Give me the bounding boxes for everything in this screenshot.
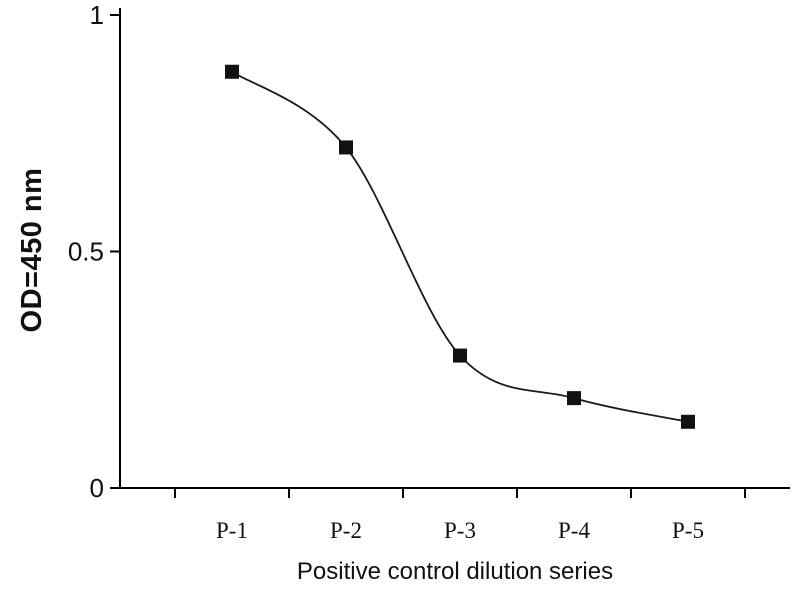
x-tick-label: P-2: [330, 518, 362, 543]
series-line: [231, 71, 689, 423]
x-tick-label: P-3: [444, 518, 476, 543]
x-tick-label: P-1: [216, 518, 248, 543]
y-tick-label: 0: [90, 473, 104, 503]
data-point-marker: [225, 64, 239, 79]
data-point-marker: [681, 414, 695, 429]
data-point-marker: [453, 348, 467, 363]
x-tick-label: P-4: [558, 518, 590, 543]
y-tick-label: 1: [90, 0, 104, 30]
y-tick-label: 0.5: [68, 237, 104, 267]
x-tick-label: P-5: [672, 518, 704, 543]
data-point-marker: [567, 391, 581, 406]
data-point-marker: [339, 140, 353, 155]
